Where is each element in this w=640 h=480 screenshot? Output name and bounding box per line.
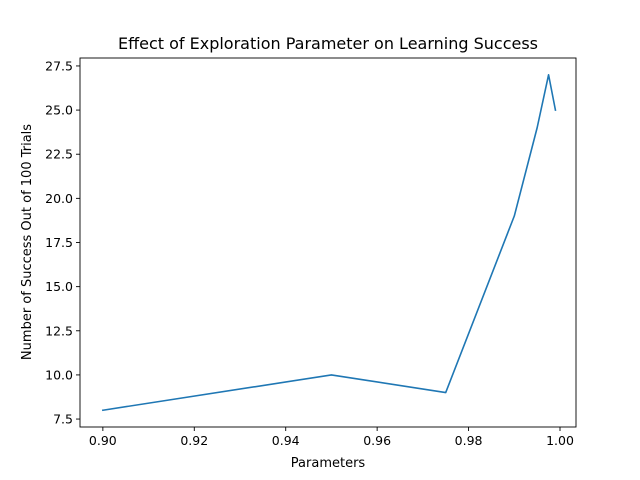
y-tick-label: 17.5 (45, 235, 73, 250)
x-axis-label: Parameters (291, 456, 366, 471)
y-tick-label: 25.0 (45, 103, 73, 118)
y-tick-label: 20.0 (45, 191, 73, 206)
x-axis: 0.90 0.92 0.94 0.96 0.98 1.00 (89, 427, 574, 448)
y-tick-label: 10.0 (45, 367, 73, 382)
chart-title: Effect of Exploration Parameter on Learn… (118, 34, 538, 53)
series-line-0 (101, 73, 557, 412)
y-tick-label: 7.5 (53, 412, 73, 427)
x-tick-label: 1.00 (546, 433, 574, 448)
x-tick-label: 0.94 (272, 433, 300, 448)
y-tick-label: 27.5 (45, 58, 73, 73)
x-tick-label: 0.96 (363, 433, 391, 448)
x-tick-label: 0.90 (89, 433, 117, 448)
y-axis: 7.5 10.0 12.5 15.0 17.5 20.0 22.5 25.0 27.5 (45, 58, 80, 427)
y-tick-label: 12.5 (45, 323, 73, 338)
x-tick-label: 0.98 (455, 433, 483, 448)
x-tick-label: 0.92 (180, 433, 208, 448)
y-axis-label: Number of Success Out of 100 Trials (20, 124, 35, 360)
y-tick-label: 15.0 (45, 279, 73, 294)
y-tick-label: 22.5 (45, 147, 73, 162)
